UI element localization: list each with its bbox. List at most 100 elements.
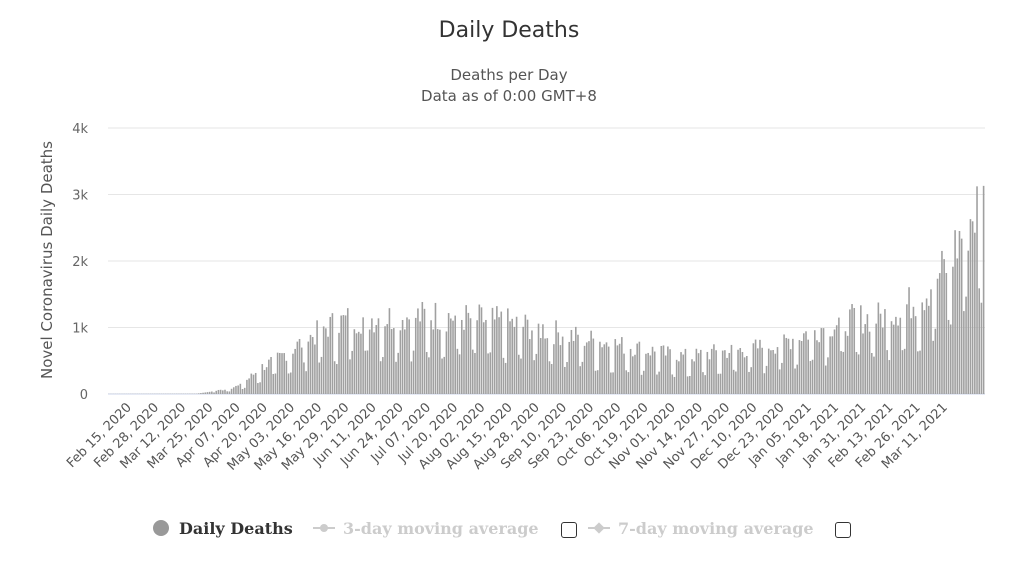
bar [515, 316, 518, 394]
bar [261, 364, 264, 394]
bar [379, 361, 382, 394]
bar [813, 330, 816, 394]
bar [800, 341, 803, 394]
chart-subtitle: Deaths per Day [450, 66, 568, 84]
bar [368, 329, 371, 394]
bar [921, 302, 924, 394]
bar [340, 315, 342, 394]
bar [548, 361, 551, 394]
bar [232, 387, 235, 394]
bar [533, 360, 535, 394]
bar [605, 342, 608, 394]
bar [888, 360, 891, 394]
bar [675, 359, 678, 394]
bar [511, 318, 514, 394]
bar [656, 374, 658, 394]
bar [763, 373, 766, 394]
bar [566, 362, 568, 394]
bar [842, 351, 845, 394]
bar [640, 374, 643, 394]
7-day-average-checkbox[interactable] [835, 522, 851, 538]
bar [436, 329, 439, 394]
bar [421, 301, 424, 394]
bar [559, 345, 562, 394]
bar [796, 364, 799, 394]
bar [362, 317, 364, 394]
bar [355, 333, 358, 394]
bar [680, 352, 682, 394]
bar [357, 331, 360, 394]
bar [528, 339, 531, 394]
bar [270, 357, 272, 394]
bar [938, 273, 941, 394]
bar [715, 350, 717, 394]
bar [349, 359, 351, 394]
bar [759, 339, 761, 394]
bar [943, 259, 945, 394]
bar [331, 313, 334, 394]
bar [333, 361, 336, 394]
bar [346, 308, 349, 394]
legend-item-3-day-average[interactable]: 3-day moving average [313, 514, 539, 542]
bar [463, 329, 465, 394]
bar [936, 278, 939, 394]
bar [699, 349, 702, 394]
bar [811, 359, 814, 394]
bar [393, 328, 395, 394]
bar [890, 321, 893, 394]
legend-item-daily-deaths[interactable]: Daily Deaths [153, 514, 293, 542]
bar [803, 333, 805, 394]
bar [695, 348, 698, 394]
bar [279, 352, 281, 394]
bar [623, 353, 625, 394]
bar [489, 352, 492, 394]
bar [846, 335, 849, 394]
bar [982, 185, 985, 394]
bar [257, 383, 259, 394]
bar [303, 362, 305, 394]
bar [678, 361, 680, 394]
bar [441, 358, 443, 394]
bar [664, 355, 667, 394]
bar [651, 346, 654, 394]
bar [667, 346, 669, 394]
bar [750, 367, 752, 394]
bar [621, 337, 623, 394]
bar [557, 332, 560, 394]
bar [452, 320, 454, 394]
bar [246, 379, 248, 394]
bar [274, 373, 277, 394]
bar [925, 298, 928, 394]
bar [316, 320, 318, 394]
bar [864, 324, 866, 394]
bar [954, 230, 956, 394]
bar [399, 330, 402, 394]
bar [228, 391, 231, 394]
bar [230, 388, 233, 394]
bar [855, 351, 858, 394]
bar [735, 371, 737, 394]
bar [575, 326, 577, 394]
bar [458, 354, 461, 394]
bar [300, 347, 303, 394]
bar [561, 336, 564, 394]
bar [478, 304, 481, 394]
bar [774, 353, 777, 394]
bar [581, 361, 584, 394]
legend-item-7-day-average[interactable]: 7-day moving average [588, 514, 814, 542]
bar [739, 348, 742, 394]
bar [200, 393, 202, 394]
bar [840, 351, 842, 394]
y-tick-label: 2k [72, 255, 88, 270]
bar [520, 358, 522, 394]
bar [397, 352, 399, 394]
bar [697, 353, 700, 394]
bar [794, 368, 796, 394]
bar [673, 376, 676, 394]
bar [579, 366, 581, 394]
bar [325, 328, 327, 394]
bar [614, 339, 617, 394]
y-tick-label: 4k [72, 122, 88, 137]
3-day-average-checkbox[interactable] [561, 522, 577, 538]
bar [309, 334, 312, 394]
